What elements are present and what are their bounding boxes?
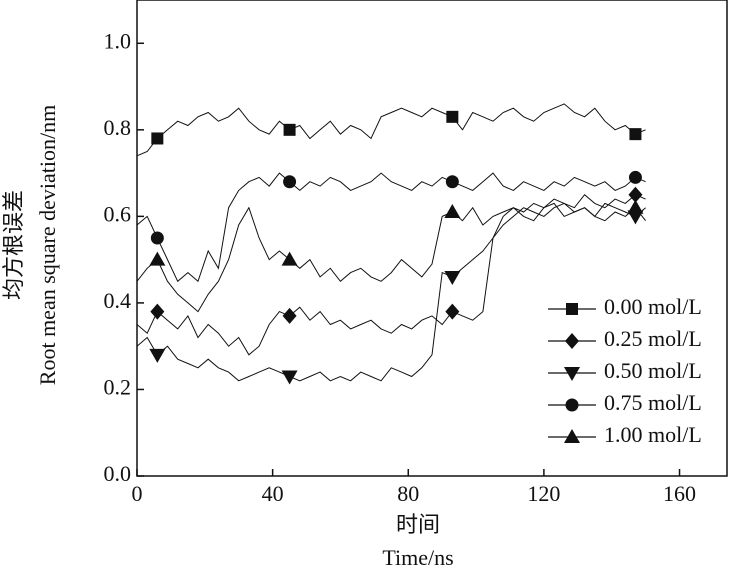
x-axis-label: Time/ns bbox=[382, 545, 453, 570]
x-tick-label: 120 bbox=[527, 481, 560, 506]
plot-frame bbox=[136, 0, 728, 477]
y-tick-label: 0.6 bbox=[104, 201, 132, 226]
series-marker bbox=[445, 175, 459, 189]
y-axis-label: Root mean square deviation/nm bbox=[35, 105, 60, 385]
x-tick-label: 0 bbox=[132, 481, 143, 506]
series-marker bbox=[149, 251, 166, 266]
series-marker bbox=[628, 170, 642, 184]
series-marker bbox=[628, 186, 643, 203]
series-marker bbox=[446, 110, 459, 123]
series-marker bbox=[282, 307, 297, 324]
legend-marker bbox=[564, 429, 580, 443]
series-marker bbox=[283, 175, 297, 189]
series-marker bbox=[281, 370, 298, 385]
series-marker bbox=[627, 210, 644, 225]
legend-marker bbox=[566, 303, 578, 315]
y-tick-label: 0.8 bbox=[104, 115, 132, 140]
series-line bbox=[136, 202, 646, 313]
x-axis-label-cn: 时间 bbox=[396, 512, 440, 537]
legend-label: 0.75 mol/L bbox=[604, 390, 702, 415]
series-marker bbox=[150, 303, 165, 320]
series-marker bbox=[444, 204, 461, 219]
legend-marker bbox=[564, 367, 580, 381]
series-line bbox=[136, 103, 646, 157]
x-tick-label: 40 bbox=[262, 481, 284, 506]
legend-marker bbox=[565, 333, 579, 349]
legend-marker bbox=[565, 398, 579, 412]
legend-label: 1.00 mol/L bbox=[604, 422, 702, 447]
series-line bbox=[136, 193, 646, 356]
series-marker bbox=[444, 270, 461, 285]
y-tick-label: 0.0 bbox=[104, 461, 132, 486]
series-marker bbox=[627, 199, 644, 214]
legend-label: 0.25 mol/L bbox=[604, 326, 702, 351]
series-marker bbox=[445, 303, 460, 320]
y-tick-label: 0.4 bbox=[104, 288, 132, 313]
series-marker bbox=[283, 123, 296, 136]
y-tick-label: 0.2 bbox=[104, 375, 132, 400]
legend-label: 0.00 mol/L bbox=[604, 294, 702, 319]
x-tick-label: 80 bbox=[397, 481, 419, 506]
legend-label: 0.50 mol/L bbox=[604, 358, 702, 383]
y-tick-label: 1.0 bbox=[104, 28, 132, 53]
y-axis-label-cn: 均方根误差 bbox=[1, 190, 26, 300]
series-marker bbox=[281, 251, 298, 266]
series-marker bbox=[629, 128, 642, 141]
series-line bbox=[136, 202, 646, 382]
series-marker bbox=[151, 132, 164, 145]
x-tick-label: 160 bbox=[663, 481, 696, 506]
series-marker bbox=[149, 348, 166, 363]
series-line bbox=[136, 172, 646, 283]
series-marker bbox=[150, 231, 164, 245]
